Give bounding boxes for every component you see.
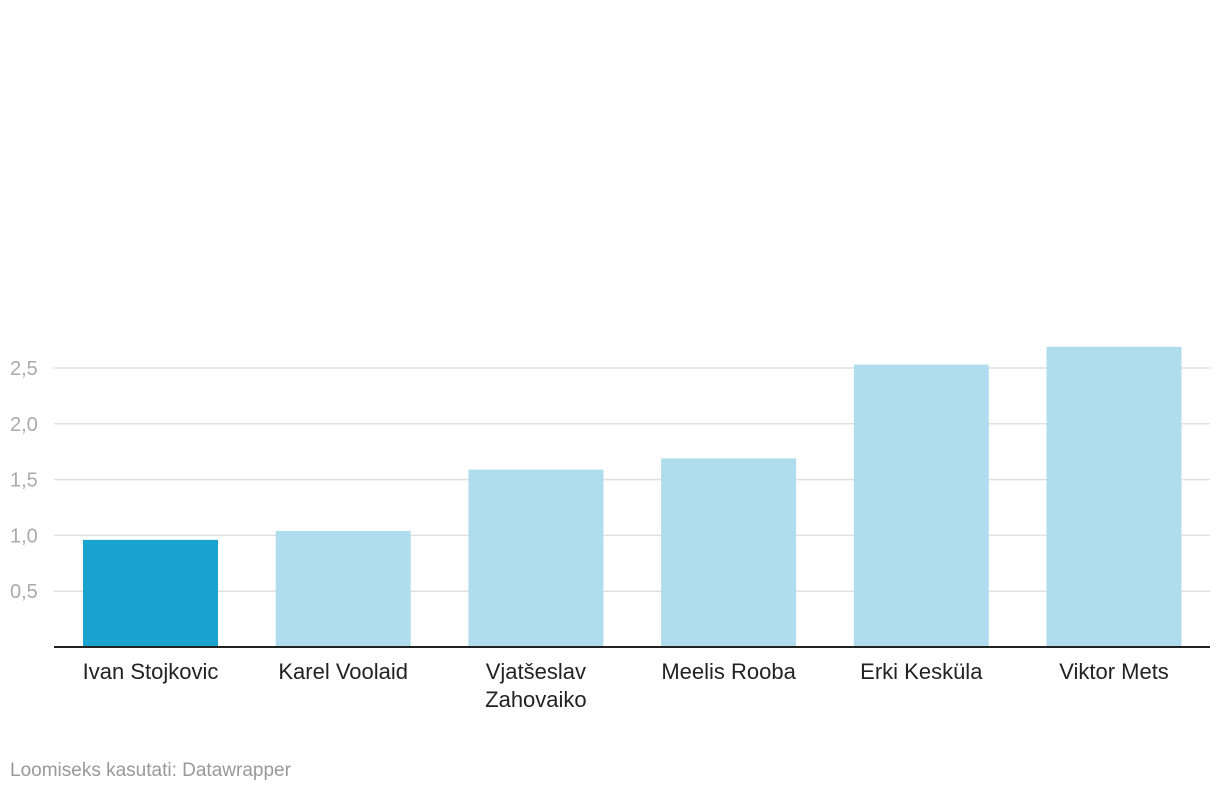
grid-lines xyxy=(54,367,1210,592)
y-tick-label: 2,0 xyxy=(10,414,38,436)
y-tick-label: 0,5 xyxy=(10,581,38,603)
y-axis-ticks: 0,5 1,0 1,5 2,0 2,5 xyxy=(10,358,38,603)
bars xyxy=(83,346,1182,647)
x-tick-label: Karel Voolaid xyxy=(278,659,408,684)
x-tick-label: Vjatšeslav Zahovaiko xyxy=(485,659,587,712)
x-tick-label: Erki Kesküla xyxy=(860,659,983,684)
x-tick-label: Viktor Mets xyxy=(1059,659,1169,684)
x-tick-label: Ivan Stojkovic xyxy=(83,659,219,684)
bar xyxy=(275,530,411,647)
y-tick-label: 2,5 xyxy=(10,358,38,380)
bar xyxy=(1046,346,1182,647)
source-credit: Loomiseks kasutati: Datawrapper xyxy=(10,760,291,781)
bar xyxy=(468,469,604,647)
bar xyxy=(661,458,797,647)
bar xyxy=(83,539,218,647)
bar xyxy=(853,364,989,647)
y-tick-label: 1,0 xyxy=(10,525,38,547)
y-tick-label: 1,5 xyxy=(10,470,38,492)
x-axis-labels: Ivan Stojkovic Karel Voolaid Vjatšeslav Zah… xyxy=(83,659,1169,712)
x-tick-label: Meelis Rooba xyxy=(661,659,796,684)
